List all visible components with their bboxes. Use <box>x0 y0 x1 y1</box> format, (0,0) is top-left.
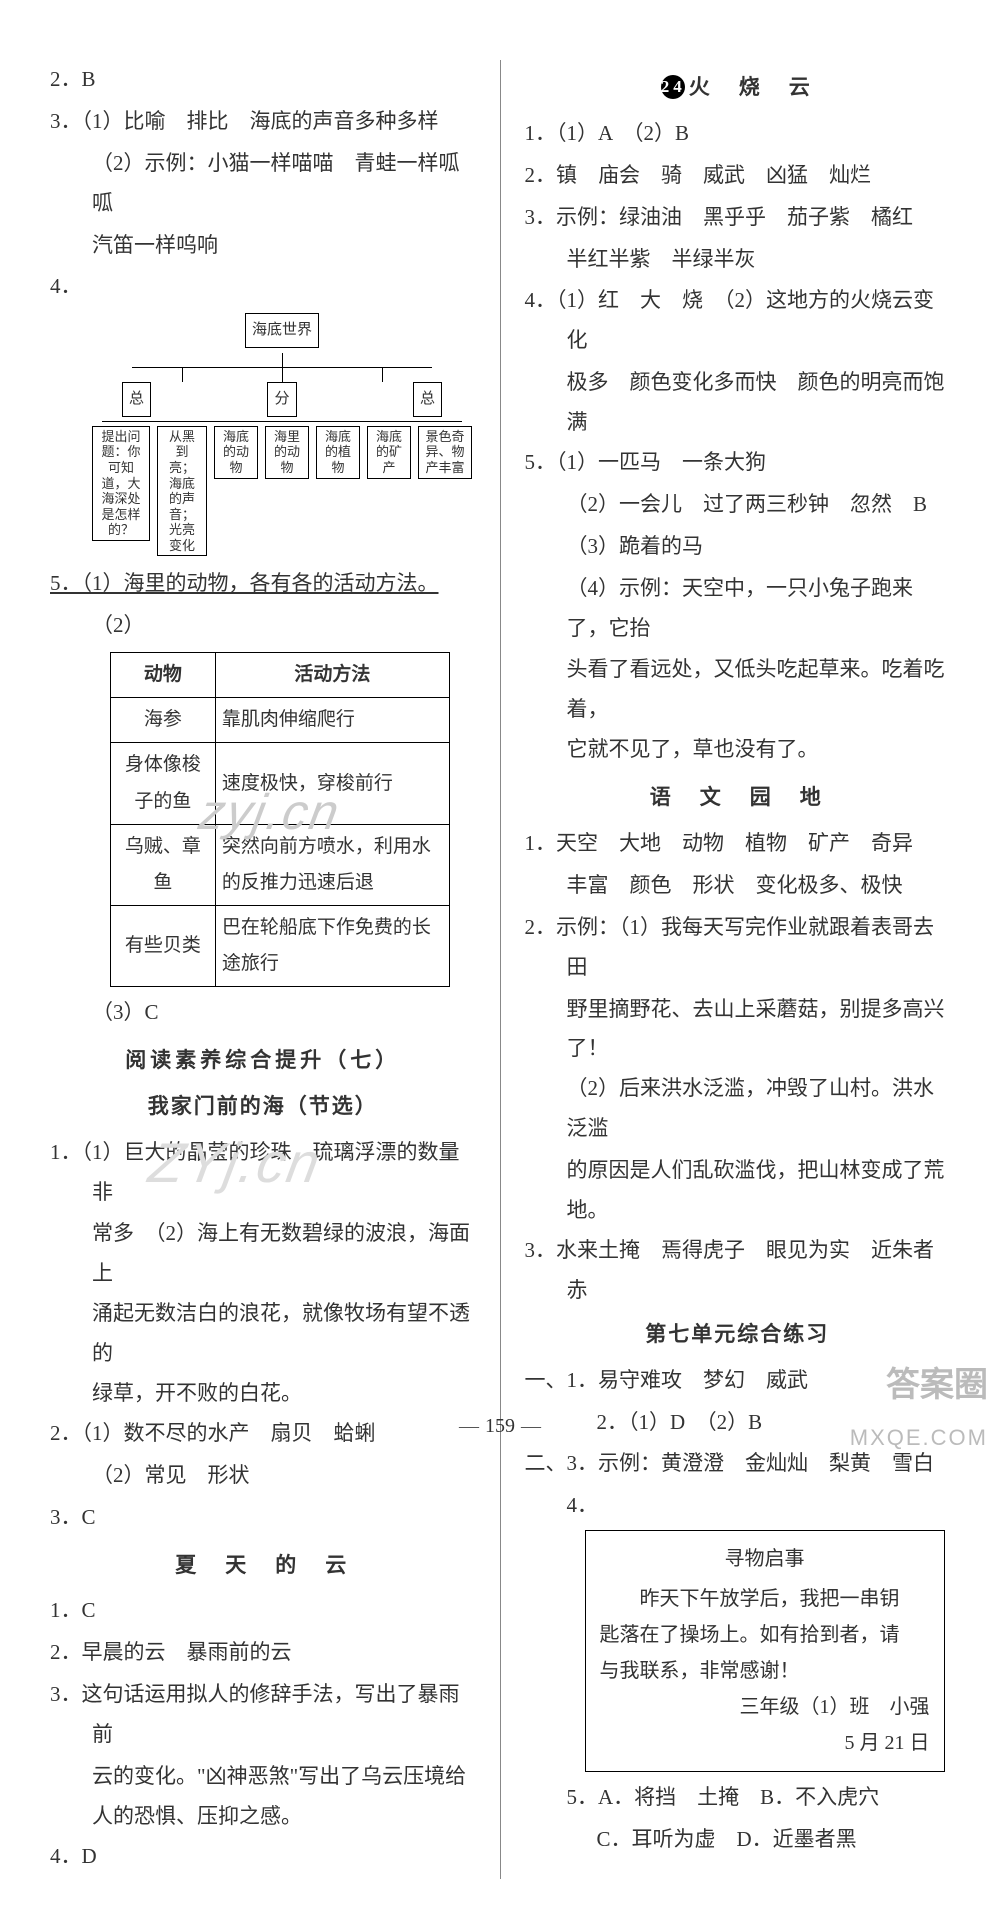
g-q2a: 2．示例：（1）我每天写完作业就跟着表哥去田 <box>525 908 951 988</box>
s-q3b: 云的变化。"凶神恶煞"写出了乌云压境给 <box>50 1757 476 1797</box>
fire-title: 24火 烧 云 <box>525 68 951 108</box>
notice-sign1: 三年级（1）班 小强 <box>600 1689 930 1725</box>
q4-diagram: 海底世界 总 分 总 提出问题：你可知道，大海深处是怎样的？ 从黑到亮；海底的声… <box>92 313 476 556</box>
r0c0: 海参 <box>111 698 216 743</box>
notice-body3: 与我联系，非常感谢！ <box>600 1653 930 1689</box>
g-q2d: 的原因是人们乱砍滥伐，把山林变成了荒地。 <box>525 1151 951 1231</box>
r-q3: 3．C <box>50 1498 476 1538</box>
q3-2b: 汽笛一样呜响 <box>50 226 476 266</box>
s-q4: 4．D <box>50 1837 476 1877</box>
r3c0: 有些贝类 <box>111 905 216 986</box>
summer-title: 夏 天 的 云 <box>50 1546 476 1586</box>
right-column: 24火 烧 云 1．（1）A （2）B 2．镇 庙会 骑 威武 凶猛 灿烂 3．… <box>525 60 951 1879</box>
th-0: 动物 <box>111 653 216 698</box>
s-q2: 2．早晨的云 暴雨前的云 <box>50 1633 476 1673</box>
f-q5c: （3）跪着的马 <box>525 527 951 567</box>
f-q1: 1．（1）A （2）B <box>525 114 951 154</box>
s-q3a: 3．这句话运用拟人的修辞手法，写出了暴雨前 <box>50 1675 476 1755</box>
reading-title: 阅读素养综合提升（七） <box>50 1041 476 1081</box>
diagram-leaf-1: 从黑到亮；海底的声音；光亮变化 <box>157 426 207 557</box>
f-q3a: 3．示例：绿油油 黑乎乎 茄子紫 橘红 <box>525 198 951 238</box>
f-q3b: 半红半紫 半绿半灰 <box>525 240 951 280</box>
f-q5d: （4）示例：天空中，一只小兔子跑来了，它抬 <box>525 569 951 649</box>
r-q2b: （2）常见 形状 <box>50 1456 476 1496</box>
u2-4-label: 4． <box>525 1486 951 1526</box>
diagram-mid-1: 分 <box>267 382 296 417</box>
unit-title: 第七单元综合练习 <box>525 1315 951 1355</box>
q2: 2．B <box>50 60 476 100</box>
g-q1b: 丰富 颜色 形状 变化极多、极快 <box>525 866 951 906</box>
g-q2b: 野里摘野花、去山上采蘑菇，别提多高兴了！ <box>525 990 951 1070</box>
r1c0: 身体像梭子的鱼 <box>111 743 216 824</box>
notice-title: 寻物启事 <box>600 1541 930 1577</box>
diagram-mid-2: 总 <box>413 382 442 417</box>
garden-title: 语 文 园 地 <box>525 778 951 818</box>
q5-1: 5．（1）海里的动物，各有各的活动方法。 <box>50 564 476 604</box>
reading-sub: 我家门前的海（节选） <box>50 1087 476 1127</box>
diagram-leaf-6: 景色奇异、物产丰富 <box>418 426 472 479</box>
q5-3: （3）C <box>50 993 476 1033</box>
f-q4b: 极多 颜色变化多而快 颜色的明亮而饱满 <box>525 363 951 443</box>
r-q1b: 常多 （2）海上有无数碧绿的波浪，海面上 <box>50 1214 476 1294</box>
r3c1: 巴在轮船底下作免费的长途旅行 <box>215 905 449 986</box>
r2c0: 乌贼、章鱼 <box>111 824 216 905</box>
s-q1: 1．C <box>50 1591 476 1631</box>
q5-table: 动物 活动方法 海参靠肌肉伸缩爬行 身体像梭子的鱼速度极快，穿梭前行 乌贼、章鱼… <box>110 652 450 987</box>
u2-5b: C．耳听为虚 D．近墨者黑 <box>525 1820 951 1860</box>
f-q5a: 5．（1）一匹马 一条大狗 <box>525 443 951 483</box>
f-q2: 2．镇 庙会 骑 威武 凶猛 灿烂 <box>525 156 951 196</box>
column-divider <box>500 60 501 1879</box>
r2c1: 突然向前方喷水，利用水的反推力迅速后退 <box>215 824 449 905</box>
q3-2a: （2）示例：小猫一样喵喵 青蛙一样呱呱 <box>50 144 476 224</box>
q3-1: 3．（1）比喻 排比 海底的声音多种多样 <box>50 102 476 142</box>
q4-label: 4． <box>50 267 476 307</box>
notice-body2: 匙落在了操场上。如有拾到者，请 <box>600 1617 930 1653</box>
u2-5a: 5．A．将挡 土掩 B．不入虎穴 <box>525 1778 951 1818</box>
th-1: 活动方法 <box>215 653 449 698</box>
diagram-leaf-0: 提出问题：你可知道，大海深处是怎样的？ <box>92 426 150 541</box>
corner-line1: 答案圈 <box>850 1353 988 1418</box>
diagram-leaf-3: 海里的动物 <box>265 426 309 479</box>
r0c1: 靠肌肉伸缩爬行 <box>215 698 449 743</box>
diagram-mid-0: 总 <box>122 382 151 417</box>
f-q5b: （2）一会儿 过了两三秒钟 忽然 B <box>525 485 951 525</box>
left-column: 2．B 3．（1）比喻 排比 海底的声音多种多样 （2）示例：小猫一样喵喵 青蛙… <box>50 60 476 1879</box>
f-q4a: 4．（1）红 大 烧 （2）这地方的火烧云变化 <box>525 281 951 361</box>
diagram-leaf-2: 海底的动物 <box>214 426 258 479</box>
diagram-leaf-5: 海底的矿产 <box>367 426 411 479</box>
g-q1a: 1．天空 大地 动物 植物 矿产 奇异 <box>525 824 951 864</box>
q5-2-label: （2） <box>50 606 476 646</box>
diagram-root: 海底世界 <box>245 313 319 348</box>
corner-watermark: 答案圈 MXQE.COM <box>850 1353 988 1459</box>
f-q5e: 头看了看远处，又低头吃起草来。吃着吃着， <box>525 650 951 730</box>
s-q3c: 人的恐惧、压抑之感。 <box>50 1797 476 1837</box>
corner-line2: MXQE.COM <box>850 1417 988 1459</box>
fire-num-icon: 24 <box>661 75 685 99</box>
g-q3: 3．水来土掩 焉得虎子 眼见为实 近朱者赤 <box>525 1231 951 1311</box>
r-q1c: 涌起无数洁白的浪花，就像牧场有望不透的 <box>50 1294 476 1374</box>
f-q5f: 它就不见了，草也没有了。 <box>525 730 951 770</box>
notice-sign2: 5 月 21 日 <box>600 1725 930 1761</box>
r1c1: 速度极快，穿梭前行 <box>215 743 449 824</box>
g-q2c: （2）后来洪水泛滥，冲毁了山村。洪水泛滥 <box>525 1069 951 1149</box>
fire-title-text: 火 烧 云 <box>689 75 814 99</box>
diagram-leaf-4: 海底的植物 <box>316 426 360 479</box>
notice-box: 寻物启事 昨天下午放学后，我把一串钥 匙落在了操场上。如有拾到者，请 与我联系，… <box>585 1530 945 1772</box>
r-q1a: 1．（1）巨大的晶莹的珍珠 琉璃浮漂的数量非 <box>50 1133 476 1213</box>
notice-body1: 昨天下午放学后，我把一串钥 <box>600 1581 930 1617</box>
